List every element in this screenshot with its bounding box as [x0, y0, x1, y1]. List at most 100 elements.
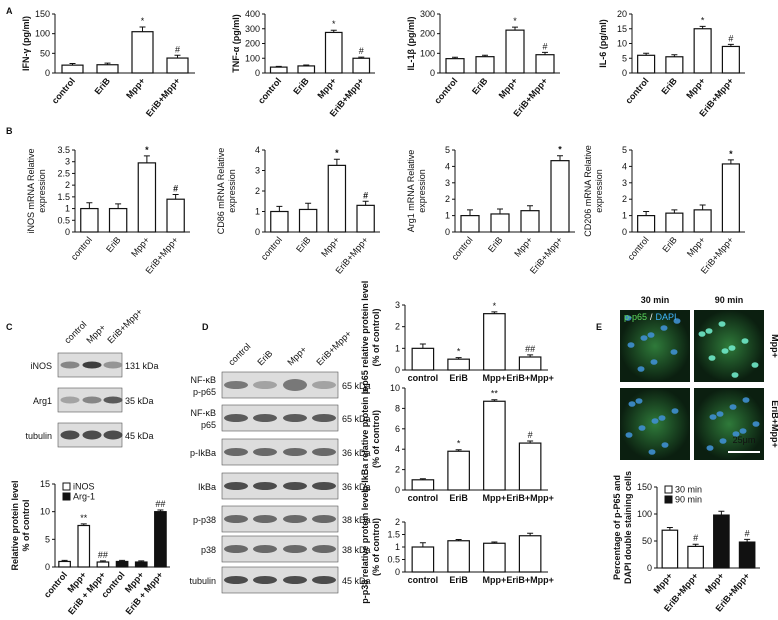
lane-label: EriB+Mpp+ [314, 329, 353, 368]
x-tick-label: Mpp+ [703, 571, 726, 596]
lane-label: control [62, 319, 88, 345]
blot-band [283, 482, 307, 490]
bar [80, 207, 99, 233]
blot-band [224, 381, 248, 389]
y-tick-label: 1.5 [387, 530, 400, 540]
y-tick-label: 1 [395, 542, 400, 552]
y-tick-label: 4 [255, 145, 260, 155]
y-tick-label: 5 [622, 53, 627, 63]
blot-band [224, 515, 248, 523]
blot-row-label: p-p65 [193, 387, 216, 397]
nucleus [660, 325, 668, 331]
significance-mark: ## [155, 499, 165, 509]
blot-row-label: p-IkBa [190, 448, 216, 458]
panel-label: B [6, 126, 13, 136]
blot-band [312, 545, 336, 553]
x-tick-label: control [408, 493, 439, 503]
column-label: 30 min [641, 295, 670, 305]
bar [77, 524, 91, 568]
x-tick-label: EriB [470, 75, 490, 96]
error-bar [275, 65, 282, 68]
bar [352, 57, 371, 74]
y-tick-label: 3 [395, 300, 400, 310]
legend-label: iNOS [73, 482, 95, 492]
panel-label: E [596, 322, 602, 332]
blot-size-label: 131 kDa [125, 361, 159, 371]
y-tick-label: 200 [420, 29, 435, 39]
x-tick-label: control [42, 570, 69, 600]
nucleus [628, 401, 636, 407]
bar [58, 560, 71, 568]
x-tick-label: control [69, 235, 94, 262]
blot-band [312, 515, 336, 523]
panel-label: A [6, 6, 13, 16]
x-tick-label: EriB [291, 75, 311, 96]
x-tick-label: control [626, 235, 651, 262]
significance-mark: ** [80, 513, 88, 523]
bar [483, 542, 506, 573]
significance-mark: ** [491, 389, 499, 399]
bar [327, 164, 347, 233]
error-bar [718, 510, 725, 516]
y-tick-label: 300 [245, 24, 260, 34]
bar [738, 541, 756, 569]
error-bar [358, 56, 365, 59]
blot-band [312, 448, 336, 456]
bar [356, 204, 375, 233]
bar [550, 160, 570, 233]
legend-swatch [664, 495, 673, 504]
error-bar [491, 541, 498, 544]
blot-band [312, 576, 336, 584]
bar [96, 561, 110, 568]
y-tick-label: 0 [45, 562, 50, 572]
panel-label: C [6, 322, 13, 332]
error-bar [419, 478, 426, 480]
legend-label: Arg-1 [73, 492, 95, 502]
lane-label: EriB+Mpp+ [105, 307, 144, 346]
error-bar [699, 25, 706, 29]
y-axis-label: expression [594, 169, 604, 213]
y-axis-label: Percentage of p-P65 and [612, 475, 622, 580]
y-axis-label: TNF-α (pg/ml) [231, 14, 241, 73]
blot-band [60, 361, 80, 369]
row-label: Mpp+ [770, 334, 778, 358]
significance-mark: * [701, 15, 705, 25]
y-tick-label: 5 [45, 534, 50, 544]
error-bar [138, 560, 145, 563]
bar [713, 514, 730, 569]
bar [505, 29, 525, 74]
bar [721, 45, 740, 74]
y-tick-label: 2 [445, 194, 450, 204]
x-tick-label: Mpp+ [315, 76, 338, 101]
bar [665, 56, 684, 74]
significance-mark: # [175, 44, 180, 54]
x-tick-label: EriB+Mpp+ [144, 76, 182, 119]
bar [297, 65, 316, 74]
y-tick-label: 2 [395, 465, 400, 475]
blot-band [253, 576, 277, 584]
blot-band [312, 381, 336, 389]
significance-mark: * [513, 16, 517, 26]
blot-band [283, 576, 307, 584]
error-bar [491, 399, 498, 402]
y-tick-label: 0 [395, 567, 400, 577]
x-tick-label: EriB [660, 235, 679, 254]
significance-mark: * [332, 19, 336, 29]
y-axis-label: p-p38 relative protein level [360, 490, 370, 604]
bar [518, 442, 542, 491]
y-tick-label: 2.5 [57, 168, 70, 178]
y-tick-label: 3 [445, 178, 450, 188]
error-bar [557, 155, 563, 161]
x-tick-label: EriB+Mpp+ [506, 493, 554, 503]
blot-band [82, 361, 102, 369]
error-bar [157, 509, 164, 512]
blot-row-label: tubulin [25, 431, 52, 441]
error-bar [482, 54, 488, 57]
y-axis-label: CD206 mRNA Relative [583, 145, 593, 237]
stain-part: DAPI [656, 312, 677, 322]
x-tick-label: EriB [449, 493, 468, 503]
blot-band [253, 545, 277, 553]
error-bar [455, 357, 462, 360]
y-tick-label: 0 [430, 68, 435, 78]
x-tick-label: control [450, 235, 475, 262]
